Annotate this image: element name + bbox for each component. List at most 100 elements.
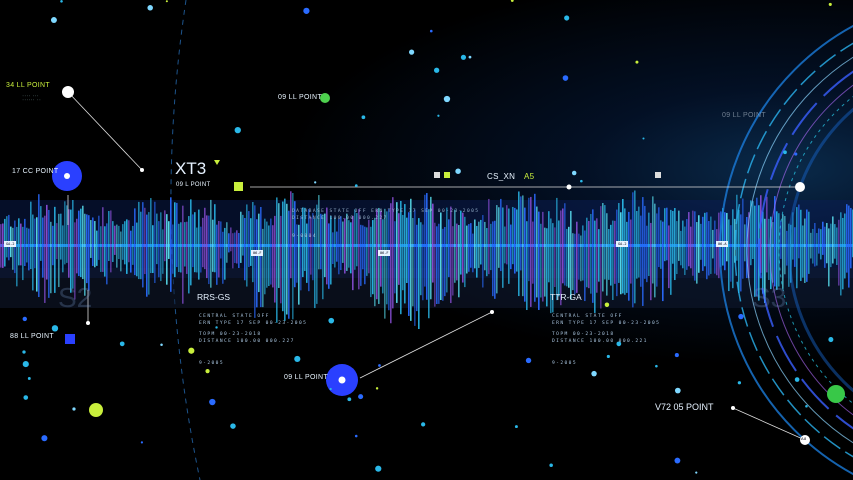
particle-dot bbox=[421, 422, 426, 427]
wave-bar bbox=[178, 223, 180, 272]
wave-bar bbox=[638, 206, 640, 278]
wave-bar bbox=[686, 219, 688, 270]
wave-bar bbox=[558, 220, 560, 297]
wave-bar bbox=[502, 207, 504, 288]
wave-bar bbox=[566, 228, 568, 287]
particle-dot bbox=[22, 350, 26, 354]
tag-wave-c: GA-2 bbox=[616, 241, 629, 247]
wave-bar bbox=[528, 197, 530, 282]
wave-bar bbox=[168, 221, 170, 259]
wave-bar bbox=[254, 205, 256, 318]
wave-bar bbox=[118, 225, 120, 260]
particle-dot bbox=[50, 17, 57, 24]
wave-bar bbox=[382, 219, 384, 294]
wave-bar bbox=[310, 216, 312, 275]
wave-bar bbox=[844, 213, 846, 279]
wave-bar bbox=[616, 209, 618, 297]
wave-bar bbox=[142, 202, 144, 288]
wave-bar bbox=[448, 219, 450, 278]
wave-bar bbox=[722, 208, 724, 266]
node-lime-bottom bbox=[89, 403, 103, 417]
wave-bar bbox=[474, 219, 476, 269]
particle-dot bbox=[72, 407, 76, 411]
wave-bar bbox=[46, 204, 48, 280]
particle-dot bbox=[294, 355, 301, 363]
wave-bar bbox=[412, 218, 414, 307]
wave-bar bbox=[540, 223, 542, 298]
wave-bar bbox=[828, 228, 830, 287]
wave-bar bbox=[840, 212, 842, 296]
wave-bar bbox=[662, 221, 664, 302]
left-line-1: CENTRAL STATE OFF bbox=[199, 314, 270, 319]
wave-bar bbox=[398, 213, 400, 285]
wave-bar bbox=[590, 213, 592, 294]
wave-bar bbox=[498, 207, 500, 268]
wave-bar bbox=[404, 204, 406, 304]
particle-dot bbox=[314, 181, 317, 184]
particle-dot bbox=[160, 343, 163, 347]
wave-bar bbox=[108, 210, 110, 261]
wave-bar bbox=[52, 225, 54, 266]
wave-bar bbox=[582, 225, 584, 281]
wave-bar bbox=[106, 223, 108, 285]
wave-bar bbox=[534, 193, 536, 302]
wave-bar bbox=[518, 191, 520, 297]
wave-bar bbox=[668, 225, 670, 289]
wave-bar bbox=[166, 214, 168, 285]
particle-dot bbox=[140, 441, 144, 444]
connector-34 bbox=[67, 91, 143, 171]
wave-bar bbox=[620, 212, 622, 295]
wave-bar bbox=[290, 191, 292, 279]
wave-bar bbox=[32, 214, 34, 291]
right-line-2: ERN TYPE 17 SEP 00-23-2005 bbox=[552, 321, 661, 326]
wave-bar bbox=[346, 213, 348, 271]
wave-bar bbox=[370, 226, 372, 298]
wave-bar bbox=[596, 218, 598, 293]
wave-bar bbox=[794, 227, 796, 267]
wave-bar bbox=[130, 230, 132, 273]
wave-bar bbox=[466, 225, 468, 274]
wave-bar bbox=[524, 207, 526, 302]
wave-bar bbox=[420, 222, 422, 296]
wave-bar bbox=[846, 204, 848, 273]
wave-bar bbox=[754, 205, 756, 297]
particle-dot bbox=[234, 126, 241, 134]
wave-bar bbox=[8, 214, 10, 261]
particle-dot bbox=[443, 95, 451, 103]
wave-bar bbox=[432, 203, 434, 283]
particle-dot bbox=[303, 7, 310, 14]
wave-bar bbox=[266, 221, 268, 288]
wave-bar bbox=[196, 227, 198, 273]
particle-dots bbox=[22, 0, 834, 474]
wave-bar bbox=[588, 220, 590, 289]
wave-bar bbox=[810, 232, 812, 259]
wave-bar bbox=[628, 211, 630, 301]
wave-bar bbox=[560, 210, 562, 306]
wave-bar bbox=[506, 205, 508, 265]
wave-bar bbox=[232, 233, 234, 269]
wave-bar bbox=[442, 228, 444, 301]
wave-bar bbox=[12, 227, 14, 270]
wave-bar bbox=[496, 205, 498, 294]
wave-bar bbox=[380, 210, 382, 287]
wave-bar bbox=[556, 197, 558, 301]
wave-bar bbox=[212, 219, 214, 272]
wave-bar bbox=[176, 202, 178, 268]
wave-bar bbox=[714, 220, 716, 274]
label-09-bottom: 09 LL POINT bbox=[284, 374, 328, 381]
wave-bar bbox=[82, 205, 84, 280]
wave-bar bbox=[296, 224, 298, 283]
wave-bar bbox=[542, 211, 544, 302]
wave-bar bbox=[604, 205, 606, 280]
wave-bar bbox=[684, 226, 686, 276]
wave-bar bbox=[526, 221, 528, 311]
wave-bar bbox=[408, 212, 410, 316]
wave-bar bbox=[174, 202, 176, 278]
particle-dot bbox=[375, 465, 382, 472]
wave-bar bbox=[682, 220, 684, 269]
wave-bar bbox=[244, 217, 246, 281]
wave-bar bbox=[240, 211, 242, 263]
wave-bar bbox=[138, 201, 140, 280]
wave-bar bbox=[698, 215, 700, 273]
wave-bar bbox=[836, 227, 838, 265]
